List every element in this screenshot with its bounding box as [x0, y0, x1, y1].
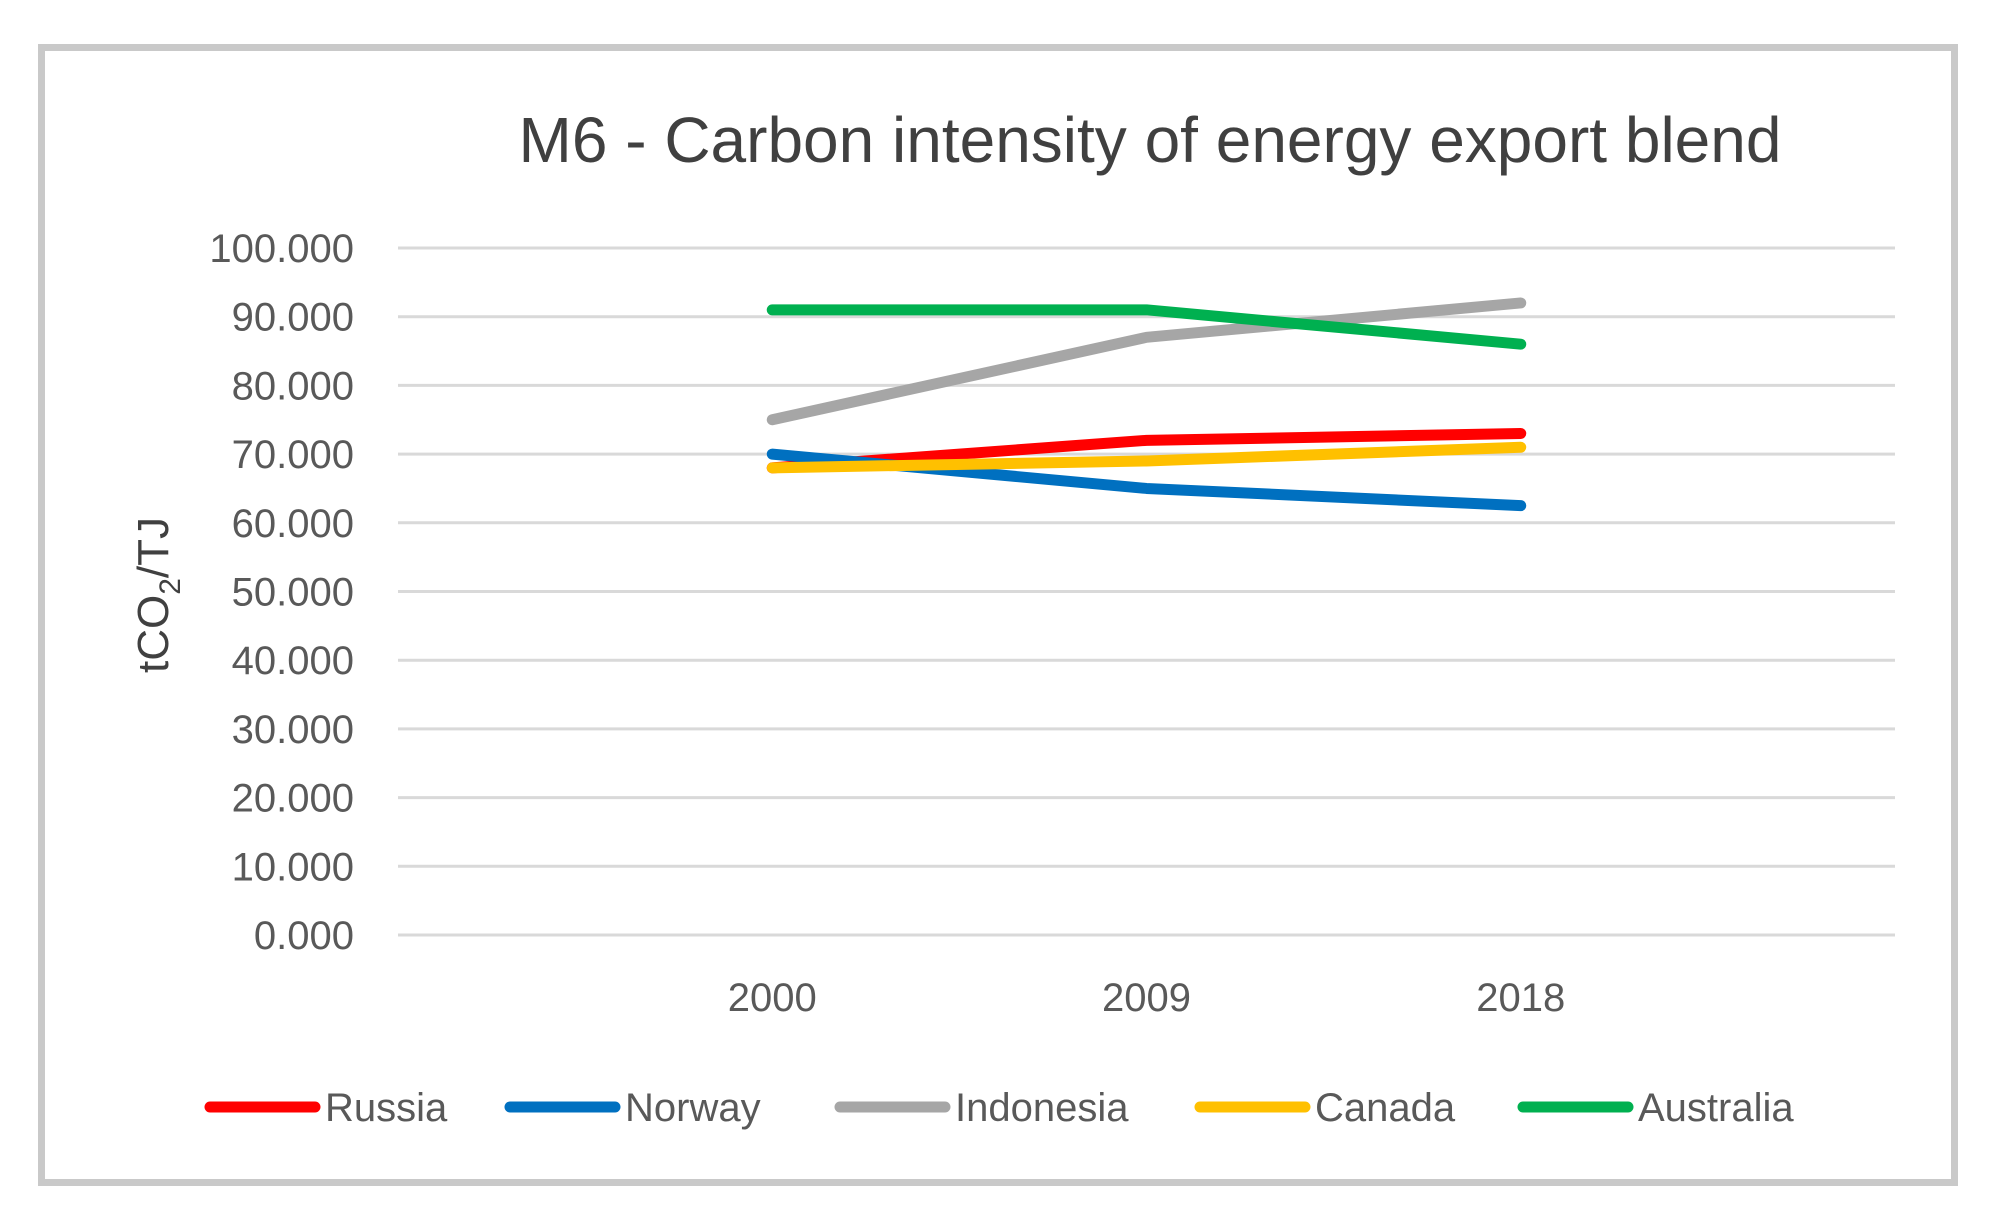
series-line-canada: [766, 441, 1527, 474]
legend-label-norway: Norway: [625, 1086, 761, 1130]
legend-label-australia: Australia: [1638, 1086, 1794, 1130]
y-tick-label: 40.000: [232, 639, 354, 683]
y-tick-label: 70.000: [232, 433, 354, 477]
series-lines: [766, 297, 1527, 512]
chart-frame: [38, 44, 1958, 1186]
x-tick-label: 2018: [1476, 976, 1565, 1020]
legend-label-canada: Canada: [1315, 1086, 1456, 1130]
y-tick-label: 90.000: [232, 296, 354, 340]
y-tick-label: 20.000: [232, 777, 354, 821]
x-axis-ticks: 2000 2009 2018: [728, 976, 1565, 1020]
y-tick-label: 100.000: [209, 227, 354, 271]
y-tick-label: 80.000: [232, 364, 354, 408]
legend-label-russia: Russia: [325, 1086, 448, 1130]
x-tick-label: 2009: [1102, 976, 1191, 1020]
legend-label-indonesia: Indonesia: [955, 1086, 1129, 1130]
series-line-indonesia: [766, 297, 1527, 426]
y-axis-label-subscript: 2: [154, 578, 187, 595]
x-tick-label: 2000: [728, 976, 817, 1020]
chart-title: M6 - Carbon intensity of energy export b…: [519, 104, 1782, 176]
y-tick-label: 60.000: [232, 502, 354, 546]
series-line-australia: [766, 304, 1527, 350]
y-tick-label: 0.000: [254, 914, 354, 958]
y-axis-label: tCO2/TJ: [129, 517, 187, 673]
series-line-russia: [766, 427, 1527, 474]
y-tick-label: 50.000: [232, 571, 354, 615]
legend: Russia Norway Indonesia Canada Australia: [204, 1086, 1794, 1130]
gridlines: [398, 246, 1895, 937]
y-axis-ticks: 0.000 10.000 20.000 30.000 40.000 50.000 60.00…: [209, 227, 354, 958]
y-axis-label-main: tCO: [129, 595, 178, 673]
y-tick-label: 30.000: [232, 708, 354, 752]
y-axis-label-unit: /TJ: [129, 517, 178, 578]
y-tick-label: 10.000: [232, 845, 354, 889]
